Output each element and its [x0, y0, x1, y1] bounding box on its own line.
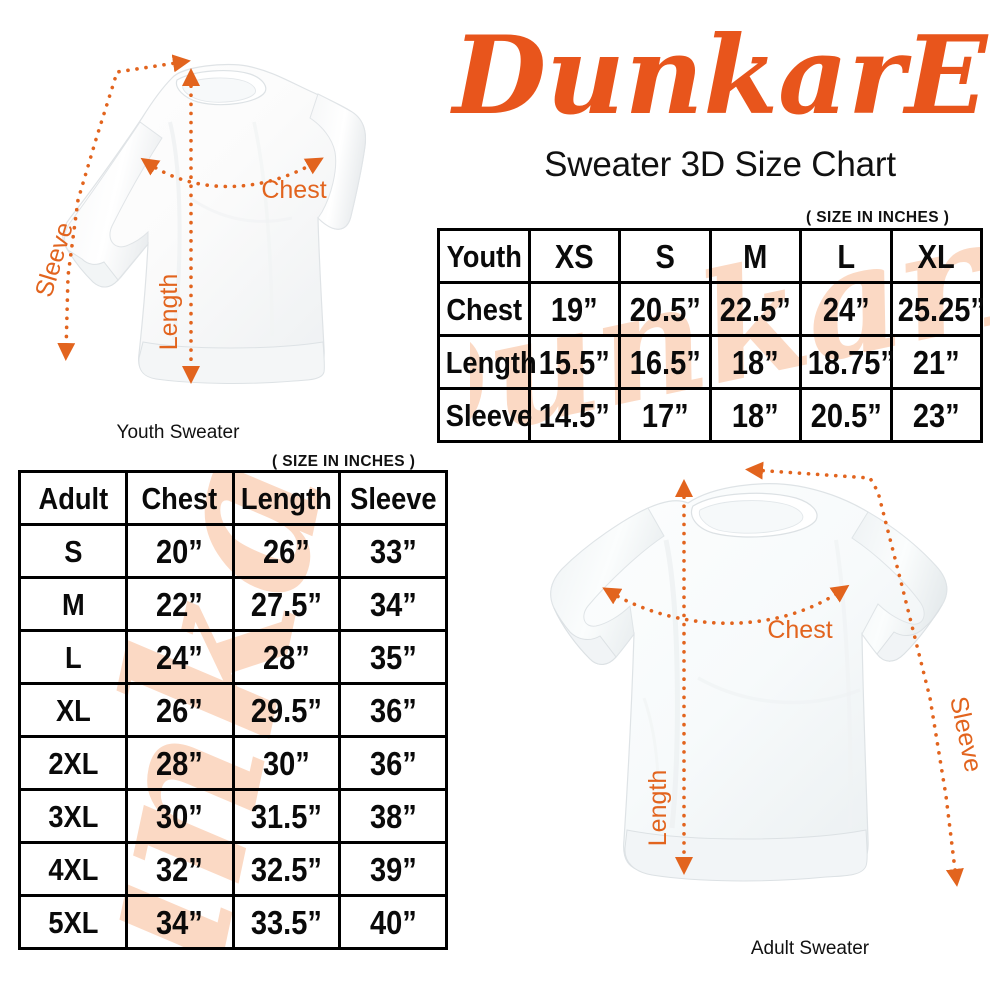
table-row: Sleeve 14.5” 17” 18” 20.5” 23”	[439, 387, 982, 443]
adult-sleeve-2xl: 36”	[344, 735, 442, 791]
adult-sleeve-4xl: 39”	[344, 841, 442, 897]
adult-sweater-figure: Sleeve Length Chest	[548, 448, 1000, 948]
brand-logo-text: DunkarE	[450, 13, 989, 139]
table-row: 3XL 30” 31.5” 38”	[20, 788, 447, 844]
table-row: 4XL 32” 32.5” 39”	[20, 841, 447, 897]
youth-sleeve-s: 17”	[623, 387, 706, 443]
youth-col-s: S	[623, 228, 706, 284]
youth-length-dimension: Length	[155, 68, 200, 384]
adult-figure-caption: Adult Sweater	[750, 938, 870, 959]
adult-length-dimension: Length	[644, 479, 693, 875]
adult-length-xl: 29.5”	[238, 682, 335, 738]
adult-sleeve-3xl: 38”	[344, 788, 442, 844]
adult-col-chest: Chest	[131, 470, 228, 526]
youth-corner-label: Youth	[442, 228, 525, 284]
adult-size-3xl: 3XL	[24, 788, 122, 844]
adult-chest-dimension: Chest	[602, 584, 850, 644]
adult-chest-4xl: 32”	[131, 841, 228, 897]
youth-length-m: 18”	[714, 334, 797, 390]
adult-units-note: ( SIZE IN INCHES )	[272, 453, 416, 470]
adult-length-4xl: 32.5”	[238, 841, 335, 897]
youth-sweater-illustration	[62, 63, 367, 384]
adult-sleeve-5xl: 40”	[344, 894, 442, 950]
youth-length-xs: 15.5”	[533, 334, 616, 390]
table-row-header: Youth XS S M L XL	[439, 228, 982, 284]
youth-sleeve-label: Sleeve	[30, 219, 79, 300]
youth-size-table: Youth XS S M L XL Chest 19” 20.5” 22.5” …	[437, 228, 985, 443]
adult-length-label: Length	[644, 770, 672, 846]
adult-chest-s: 20”	[131, 523, 228, 579]
adult-chest-5xl: 34”	[131, 894, 228, 950]
adult-length-s: 26”	[238, 523, 335, 579]
youth-chest-label: Chest	[261, 176, 326, 204]
youth-row-label-sleeve: Sleeve	[442, 387, 532, 443]
adult-length-5xl: 33.5”	[238, 894, 335, 950]
table-row: XL 26” 29.5” 36”	[20, 682, 447, 738]
youth-figure-caption: Youth Sweater	[116, 422, 240, 443]
youth-row-label-length: Length	[442, 334, 536, 390]
youth-chest-xl: 25.25”	[895, 281, 985, 337]
adult-length-3xl: 31.5”	[238, 788, 335, 844]
youth-chest-m: 22.5”	[714, 281, 797, 337]
adult-col-sleeve: Sleeve	[344, 470, 442, 526]
adult-size-4xl: 4XL	[24, 841, 122, 897]
brand-logo: DunkarE	[450, 13, 989, 148]
table-row: S 20” 26” 33”	[20, 523, 447, 579]
table-row: 5XL 34” 33.5” 40”	[20, 894, 447, 950]
adult-size-table: Adult Chest Length Sleeve S 20” 26” 33” M 22”…	[18, 470, 448, 950]
table-row: M 22” 27.5” 34”	[20, 576, 447, 632]
youth-col-l: L	[804, 228, 887, 284]
youth-chest-s: 20.5”	[623, 281, 706, 337]
adult-size-m: M	[24, 576, 122, 632]
adult-chest-3xl: 30”	[131, 788, 228, 844]
table-row: Chest 19” 20.5” 22.5” 24” 25.25”	[439, 281, 985, 337]
adult-sweater-illustration	[550, 483, 948, 882]
youth-chest-xs: 19”	[533, 281, 616, 337]
youth-chest-l: 24”	[804, 281, 887, 337]
adult-size-xl: XL	[24, 682, 122, 738]
adult-col-size: Adult	[24, 470, 122, 526]
adult-sleeve-m: 34”	[344, 576, 442, 632]
youth-row-label-chest: Chest	[442, 281, 525, 337]
table-row: 2XL 28” 30” 36”	[20, 735, 447, 791]
adult-sleeve-label: Sleeve	[944, 694, 987, 775]
adult-length-l: 28”	[238, 629, 335, 685]
table-row: Length 15.5” 16.5” 18” 18.75” 21”	[439, 334, 982, 390]
youth-col-xl: XL	[895, 228, 978, 284]
adult-length-m: 27.5”	[238, 576, 335, 632]
youth-sleeve-m: 18”	[714, 387, 797, 443]
adult-sleeve-l: 35”	[344, 629, 442, 685]
adult-sleeve-xl: 36”	[344, 682, 442, 738]
youth-units-note: ( SIZE IN INCHES )	[806, 209, 950, 226]
adult-chest-xl: 26”	[131, 682, 228, 738]
adult-chest-m: 22”	[131, 576, 228, 632]
adult-col-length: Length	[238, 470, 335, 526]
adult-chest-label: Chest	[767, 616, 832, 644]
adult-size-s: S	[24, 523, 122, 579]
adult-sleeve-s: 33”	[344, 523, 442, 579]
youth-sweater-figure: Sleeve Length Chest	[22, 30, 422, 420]
youth-length-label: Length	[155, 274, 183, 350]
youth-sleeve-l: 20.5”	[804, 387, 887, 443]
youth-col-m: M	[714, 228, 797, 284]
youth-length-l: 18.75”	[804, 334, 894, 390]
youth-length-xl: 21”	[895, 334, 978, 390]
adult-size-l: L	[24, 629, 122, 685]
page-title: Sweater 3D Size Chart	[544, 145, 896, 184]
table-row-header: Adult Chest Length Sleeve	[20, 470, 447, 526]
adult-chest-2xl: 28”	[131, 735, 228, 791]
youth-col-xs: XS	[533, 228, 616, 284]
youth-sleeve-xs: 14.5”	[533, 387, 616, 443]
youth-sleeve-xl: 23”	[895, 387, 978, 443]
youth-length-s: 16.5”	[623, 334, 706, 390]
adult-size-2xl: 2XL	[24, 735, 122, 791]
youth-chest-dimension: Chest	[140, 157, 327, 204]
adult-chest-l: 24”	[131, 629, 228, 685]
adult-size-5xl: 5XL	[24, 894, 122, 950]
adult-length-2xl: 30”	[238, 735, 335, 791]
table-row: L 24” 28” 35”	[20, 629, 447, 685]
